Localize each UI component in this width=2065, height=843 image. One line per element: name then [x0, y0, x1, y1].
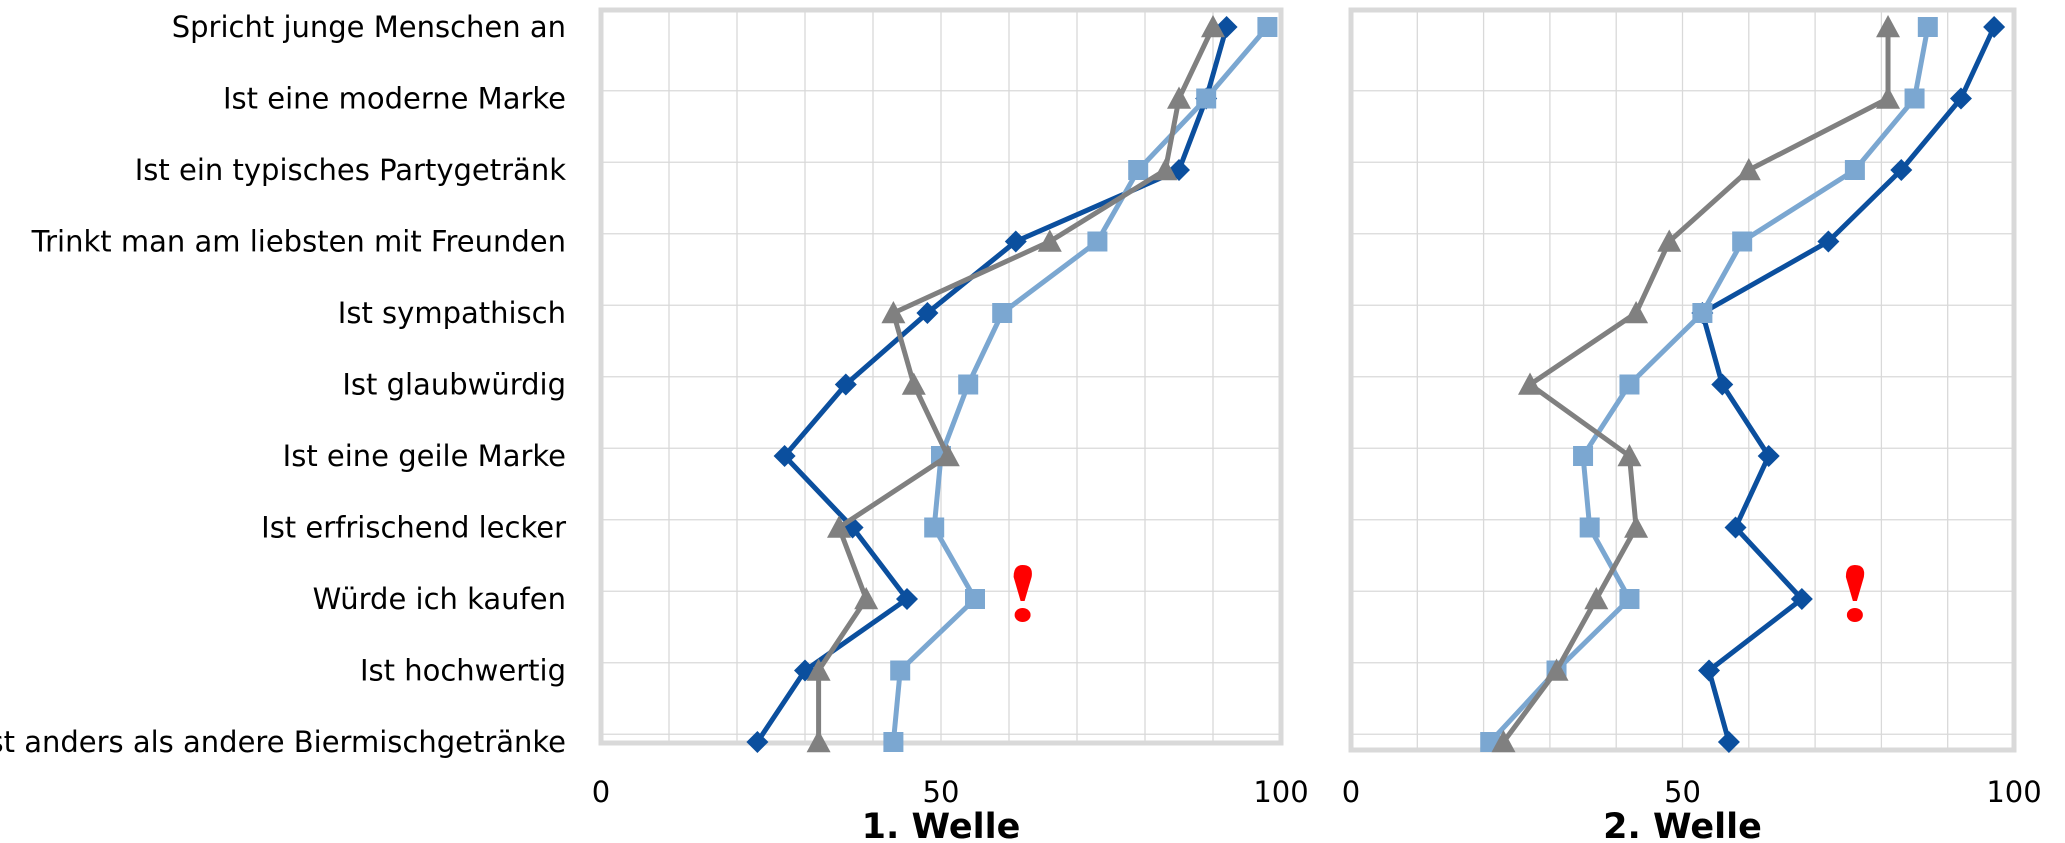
- diamond-point: [1717, 731, 1740, 753]
- square-point: [1579, 517, 1600, 538]
- diamond-point: [916, 302, 939, 324]
- series-triangle: [1491, 15, 1901, 753]
- series-line: [816, 25, 1216, 742]
- square-point: [1619, 589, 1640, 609]
- triangle-point: [935, 444, 960, 467]
- triangle-point: [1624, 515, 1649, 538]
- triangle-point: [881, 301, 906, 324]
- panel-title: 2. Welle: [1603, 807, 1762, 843]
- series-line: [890, 25, 1270, 743]
- diamond-point: [1004, 230, 1027, 253]
- category-label: Ist eine moderne Marke: [223, 82, 566, 116]
- x-tick-label: 0: [592, 775, 610, 809]
- category-label: Trinkt man am liebsten mit Freunden: [31, 225, 566, 259]
- category-label: Ist sympathisch: [338, 296, 566, 330]
- series-line: [1488, 26, 1931, 744]
- x-tick-label: 100: [1986, 775, 2041, 809]
- square-point: [1196, 88, 1217, 109]
- panel-title: 1. Welle: [862, 807, 1021, 843]
- square-point: [1087, 231, 1108, 252]
- diamond-point: [1983, 16, 2006, 38]
- triangle-point: [1037, 229, 1062, 252]
- triangle-point: [854, 587, 879, 610]
- square-point: [1844, 160, 1865, 180]
- category-label: Ist anders als andere Biermischgetränke: [0, 725, 566, 759]
- triangle-point: [1657, 229, 1682, 252]
- triangle-point: [806, 658, 831, 681]
- square-point: [1904, 88, 1925, 109]
- square-point: [1619, 374, 1640, 395]
- diamond-point: [1698, 659, 1721, 682]
- series-square: [883, 17, 1278, 752]
- series-line: [1699, 25, 1997, 743]
- square-point: [1128, 160, 1149, 180]
- diamond-point: [1711, 373, 1734, 396]
- series-square: [1480, 17, 1938, 752]
- series-triangle: [806, 15, 1225, 753]
- series-diamond: [1691, 16, 2006, 753]
- x-tick-label: 100: [1253, 775, 1308, 809]
- x-tick-label: 0: [1342, 775, 1360, 809]
- diamond-point: [1790, 588, 1813, 610]
- triangle-point: [1167, 86, 1191, 109]
- square-point: [1917, 17, 1938, 37]
- diamond-point: [1890, 159, 1913, 181]
- triangle-point: [1584, 587, 1609, 610]
- square-point: [992, 303, 1013, 323]
- triangle-point: [1201, 15, 1225, 38]
- diamond-point: [1724, 516, 1747, 539]
- square-point: [1692, 303, 1713, 323]
- triangle-point: [1736, 158, 1761, 181]
- series-line: [755, 26, 1230, 744]
- triangle-point: [1518, 372, 1543, 395]
- square-point: [965, 589, 985, 609]
- exclamation-icon: [1013, 565, 1032, 622]
- category-label: Ist eine geile Marke: [283, 439, 566, 473]
- square-point: [890, 660, 911, 681]
- triangle-point: [901, 372, 926, 395]
- triangle-point: [827, 515, 851, 538]
- x-tick-label: 50: [1664, 775, 1701, 809]
- square-point: [1257, 17, 1278, 37]
- plot-frame: [1348, 7, 2017, 753]
- triangle-point: [1876, 86, 1901, 109]
- square-point: [958, 374, 979, 395]
- diamond-point: [1757, 445, 1780, 467]
- series-line: [1501, 27, 1891, 744]
- category-label: Würde ich kaufen: [313, 582, 566, 616]
- triangle-point: [1153, 158, 1178, 181]
- x-tick-label: 50: [923, 775, 960, 809]
- square-point: [924, 517, 945, 538]
- panel-wave-1: 0 50 100 1. Welle: [592, 7, 1309, 843]
- diamond-point: [896, 588, 918, 610]
- diamond-point: [1817, 230, 1840, 253]
- series-diamond: [746, 16, 1238, 753]
- diamond-point: [746, 731, 769, 753]
- square-point: [1732, 231, 1753, 252]
- triangle-point: [1491, 730, 1516, 753]
- square-point: [1573, 446, 1594, 466]
- triangle-point: [806, 730, 831, 753]
- triangle-point: [1624, 301, 1649, 324]
- plot-frame: [598, 7, 1284, 746]
- square-point: [883, 732, 904, 752]
- diamond-point: [1949, 87, 1972, 110]
- category-label: Ist hochwertig: [360, 654, 566, 688]
- triangle-point: [1544, 658, 1569, 681]
- category-label: Ist glaubwürdig: [342, 368, 566, 402]
- diamond-point: [834, 373, 857, 396]
- exclamation-icon: [1845, 565, 1865, 622]
- category-label: Spricht junge Menschen an: [172, 10, 566, 44]
- category-label: Ist ein typisches Partygetränk: [135, 153, 566, 187]
- category-labels: Spricht junge Menschen an Ist eine modern…: [0, 10, 566, 759]
- triangle-point: [1617, 444, 1642, 467]
- diamond-point: [773, 445, 796, 467]
- category-label: Ist erfrischend lecker: [261, 511, 566, 545]
- triangle-point: [1876, 15, 1901, 38]
- panel-wave-2: 0 50 100 2. Welle: [1342, 7, 2042, 843]
